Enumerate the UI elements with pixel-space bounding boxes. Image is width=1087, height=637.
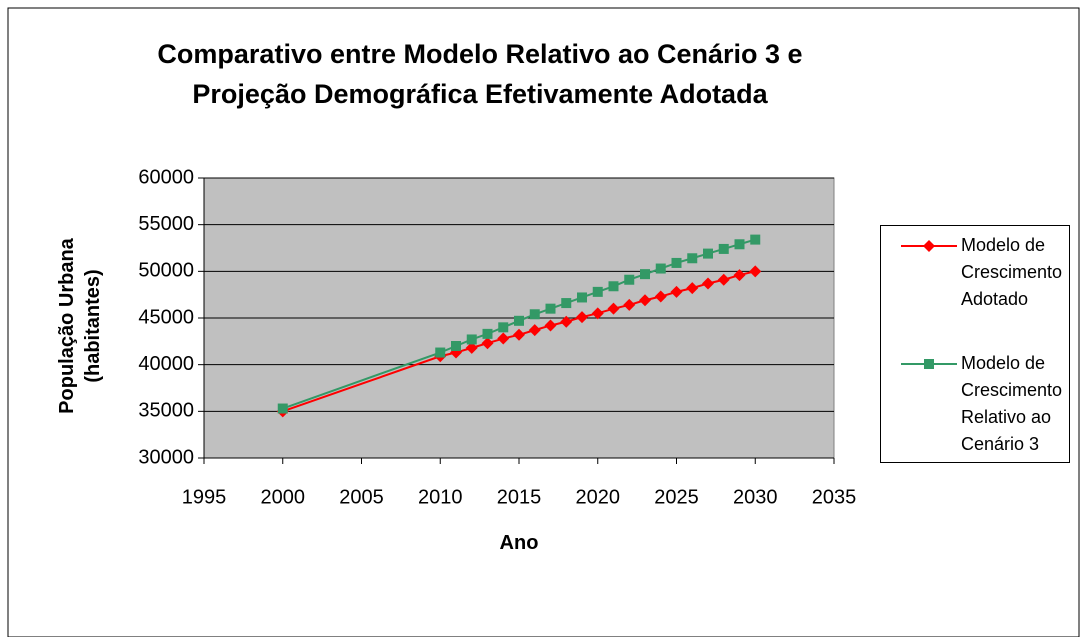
marker bbox=[607, 302, 620, 315]
marker bbox=[703, 248, 713, 259]
marker bbox=[529, 309, 540, 320]
x-axis-title: Ano bbox=[499, 532, 539, 554]
marker bbox=[497, 332, 510, 345]
x-tick-label: 2025 bbox=[654, 486, 699, 508]
legend: Modelo de Crescimento Adotado Modelo de C… bbox=[880, 225, 1070, 463]
x-tick-label: 2010 bbox=[418, 486, 463, 508]
marker bbox=[277, 403, 288, 414]
x-tick-label: 2030 bbox=[733, 486, 778, 508]
marker bbox=[608, 281, 619, 292]
marker bbox=[591, 307, 604, 320]
y-tick-label: 35000 bbox=[138, 400, 194, 422]
marker bbox=[482, 328, 493, 339]
marker bbox=[528, 324, 541, 337]
marker bbox=[639, 294, 651, 307]
marker bbox=[717, 273, 730, 286]
marker bbox=[702, 277, 714, 290]
marker bbox=[733, 269, 746, 282]
marker bbox=[624, 274, 635, 285]
marker bbox=[544, 319, 557, 332]
legend-label: Modelo de Crescimento Adotado bbox=[961, 235, 1063, 309]
series-line bbox=[282, 238, 756, 410]
y-axis-title: População Urbana (habitantes) bbox=[56, 238, 104, 414]
y-tick-label: 30000 bbox=[138, 446, 194, 468]
marker bbox=[654, 290, 667, 303]
marker bbox=[640, 269, 650, 280]
legend-label: Modelo de Crescimento Relativo ao Cenári… bbox=[961, 353, 1063, 454]
marker bbox=[577, 292, 587, 303]
marker bbox=[734, 239, 745, 250]
y-tick-label: 60000 bbox=[138, 166, 194, 188]
marker bbox=[655, 263, 666, 274]
marker bbox=[924, 359, 934, 369]
x-tick-label: 2015 bbox=[497, 486, 542, 508]
marker bbox=[435, 347, 446, 358]
series-line bbox=[282, 270, 756, 413]
marker bbox=[750, 234, 761, 245]
marker bbox=[671, 257, 682, 268]
marker bbox=[514, 315, 524, 326]
marker bbox=[561, 298, 572, 309]
marker bbox=[687, 253, 698, 264]
marker bbox=[545, 303, 556, 314]
x-tick-label: 2000 bbox=[261, 486, 306, 508]
y-tick-label: 45000 bbox=[138, 306, 194, 328]
marker bbox=[560, 315, 573, 328]
marker bbox=[670, 285, 683, 298]
x-tick-label: 2020 bbox=[576, 486, 621, 508]
x-tick-label: 1995 bbox=[182, 486, 227, 508]
chart-title: Comparativo entre Modelo Relativo ao Cen… bbox=[157, 39, 803, 109]
marker bbox=[513, 328, 525, 341]
legend-symbols bbox=[901, 240, 957, 369]
marker bbox=[451, 341, 461, 351]
y-tick-label: 50000 bbox=[138, 260, 194, 282]
marker bbox=[466, 334, 477, 345]
marker bbox=[481, 337, 494, 350]
marker bbox=[718, 243, 729, 254]
y-tick-label: 40000 bbox=[138, 353, 194, 375]
y-tick-label: 55000 bbox=[138, 213, 194, 235]
marker bbox=[592, 286, 603, 297]
marker bbox=[465, 341, 478, 354]
marker bbox=[623, 298, 636, 311]
marker bbox=[749, 265, 762, 278]
marker bbox=[498, 322, 509, 333]
marker bbox=[686, 282, 699, 295]
x-tick-label: 2035 bbox=[812, 486, 857, 508]
marker bbox=[923, 240, 935, 252]
marker bbox=[576, 311, 588, 324]
x-tick-label: 2005 bbox=[339, 486, 384, 508]
